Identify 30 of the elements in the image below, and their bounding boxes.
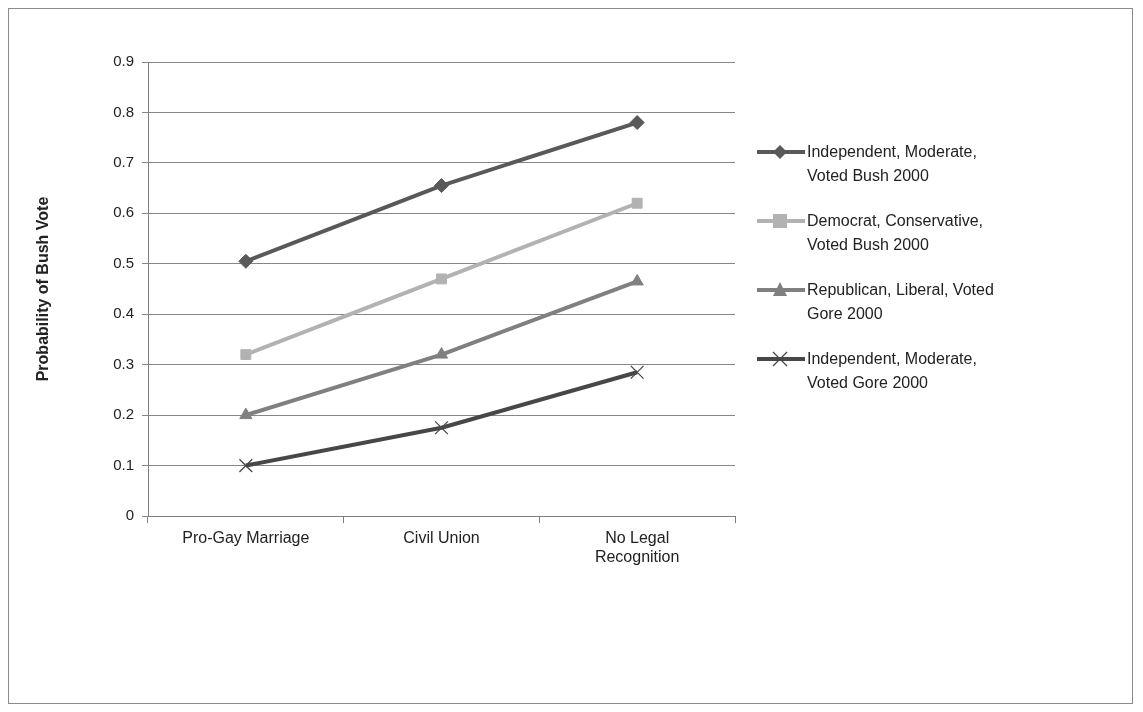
legend-label: Independent, Moderate, Voted Gore 2000	[807, 349, 978, 393]
legend-label: Republican, Liberal, Voted Gore 2000	[807, 280, 995, 324]
y-tick-label: 0.9	[113, 52, 134, 70]
y-tick-label: 0.7	[113, 153, 134, 171]
point	[434, 178, 449, 194]
point	[238, 253, 254, 269]
x-tick-label: No Legal Recognition	[594, 529, 680, 566]
point	[434, 420, 449, 435]
y-tick-label: 0.6	[113, 203, 134, 221]
y-tick-label: 0.4	[113, 304, 134, 322]
y-tick-label: 0.1	[113, 455, 134, 473]
legend-label: Independent, Moderate, Voted Bush 2000	[807, 142, 978, 186]
point	[630, 365, 645, 380]
x-tick-label: Civil Union	[403, 529, 480, 547]
y-tick-label: 0.8	[113, 102, 134, 120]
y-tick-label: 0.2	[113, 405, 134, 423]
point	[239, 407, 253, 420]
x-tick-label: Pro-Gay Marriage	[182, 529, 310, 547]
y-tick-label: 0	[125, 506, 134, 524]
y-tick-label: 0.5	[113, 253, 134, 271]
legend-label: Democrat, Conservative, Voted Bush 2000	[807, 211, 985, 255]
point	[240, 349, 252, 361]
point	[629, 115, 645, 131]
y-axis-title: Probability of Bush Vote	[34, 196, 52, 382]
point	[631, 197, 643, 209]
point	[434, 347, 449, 359]
point	[238, 458, 253, 473]
point	[630, 273, 644, 286]
point	[436, 273, 447, 285]
y-tick-label: 0.3	[113, 354, 134, 372]
